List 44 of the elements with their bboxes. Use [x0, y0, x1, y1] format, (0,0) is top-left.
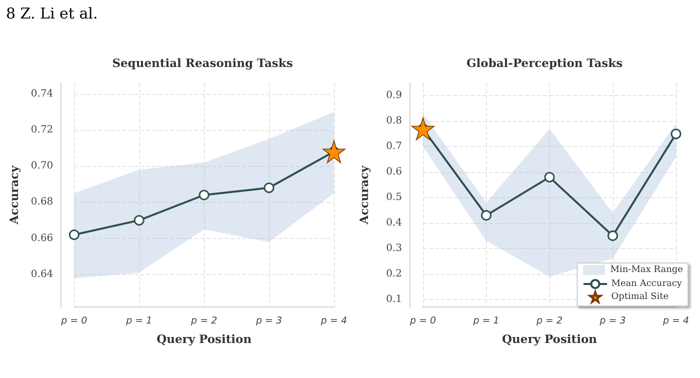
- x-tick-label: p = 2: [535, 316, 563, 326]
- chart-title: Global-Perception Tasks: [466, 56, 623, 70]
- x-tick-label: p = 2: [190, 316, 218, 326]
- y-axis-title: Accuracy: [357, 165, 371, 226]
- legend-label: Optimal Site: [611, 292, 669, 302]
- point: [412, 117, 434, 140]
- point: [198, 190, 210, 200]
- y-tick-label: 0.74: [30, 88, 54, 100]
- y-tick-label: 0.2: [386, 268, 402, 280]
- y-tick-label: 0.7: [386, 141, 402, 152]
- y-tick-label: 0.8: [386, 116, 402, 127]
- legend-label: Mean Accuracy: [611, 279, 683, 289]
- x-tick-label: p = 1: [472, 316, 500, 326]
- x-tick-label: p = 3: [598, 316, 626, 326]
- x-tick-label: p = 3: [254, 316, 282, 326]
- x-tick-label: p = 1: [125, 316, 152, 326]
- y-tick-label: 0.1: [386, 294, 402, 305]
- point: [608, 230, 618, 241]
- y-tick-label: 0.72: [30, 124, 54, 136]
- x-tick-label: p = 4: [662, 316, 690, 326]
- x-axis-title: Query Position: [502, 332, 598, 346]
- x-tick-label: p = 0: [408, 316, 436, 326]
- y-tick-label: 0.6: [386, 166, 402, 178]
- point: [544, 172, 555, 182]
- y-tick-label: 0.64: [30, 268, 54, 280]
- point: [670, 128, 682, 140]
- x-tick-label: p = 0: [60, 316, 88, 326]
- point: [134, 215, 144, 226]
- y-tick-label: 0.66: [30, 232, 54, 244]
- y-tick-label: 0.3: [386, 242, 402, 254]
- point: [68, 229, 80, 240]
- chart-title: Sequential Reasoning Tasks: [112, 56, 293, 70]
- y-tick-label: 0.68: [30, 196, 54, 208]
- y-tick-label: 0.5: [386, 192, 402, 204]
- point: [481, 210, 492, 221]
- y-axis-title: Accuracy: [7, 165, 21, 226]
- text: 8 Z. Li et al.: [6, 4, 98, 22]
- x-tick-label: p = 4: [320, 316, 347, 326]
- annotation: Min-Max Range: [610, 265, 683, 275]
- x-axis-title: Query Position: [156, 332, 252, 346]
- y-tick-label: 0.9: [386, 90, 402, 102]
- y-tick-label: 0.70: [30, 160, 54, 172]
- y-tick-label: 0.4: [386, 218, 402, 228]
- point: [264, 182, 274, 194]
